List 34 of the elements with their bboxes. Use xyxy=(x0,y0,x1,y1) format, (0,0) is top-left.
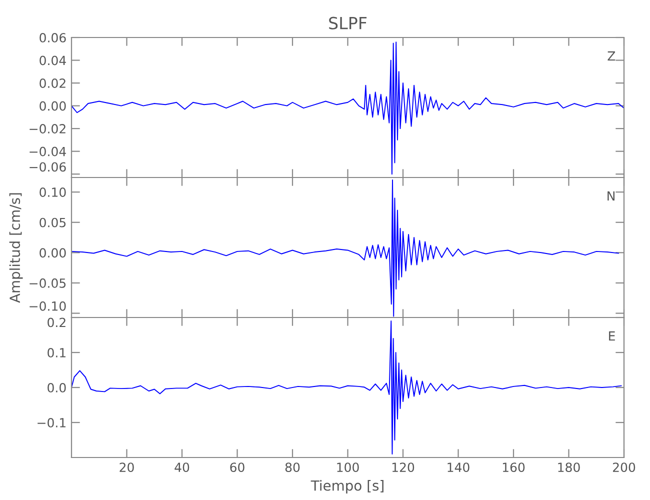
y-tick-label: 0.02 xyxy=(40,78,66,88)
annotation: E xyxy=(609,331,615,341)
x-tick-label: 120 xyxy=(392,462,414,472)
chart-title: SLPF xyxy=(329,16,367,30)
y-tick-label: −0.06 xyxy=(30,162,66,172)
y-tick-label: 0.00 xyxy=(40,248,66,258)
y-axis-title: Amplitud [cm/s] xyxy=(9,193,23,303)
y-tick-label: 0.06 xyxy=(40,32,66,42)
y-tick-label: 0.04 xyxy=(40,56,66,66)
y-tick-label: −0.02 xyxy=(30,124,66,134)
x-tick-label: 100 xyxy=(337,462,359,472)
y-tick-label: −0.10 xyxy=(30,301,66,311)
x-tick-label: 200 xyxy=(612,462,636,472)
x-tick-label: 60 xyxy=(230,462,244,472)
x-tick-label: 160 xyxy=(502,462,525,472)
y-tick-label: 0.10 xyxy=(40,188,66,197)
y-tick-label: 0.2 xyxy=(48,318,66,328)
y-tick-label: 0.1 xyxy=(48,348,66,358)
y-tick-label: 0.00 xyxy=(40,101,66,111)
x-axis-title: Tiempo [s] xyxy=(310,480,384,494)
line-series xyxy=(72,179,619,317)
x-tick-label: 180 xyxy=(558,462,580,472)
y-tick-label: 0.0 xyxy=(48,382,66,392)
y-tick-label: 0.05 xyxy=(40,218,66,228)
annotation: Z xyxy=(608,51,616,61)
line-series xyxy=(72,42,624,175)
x-tick-label: 140 xyxy=(448,462,470,472)
y-tick-label: −0.05 xyxy=(30,278,66,288)
y-tick-label: −0.04 xyxy=(30,146,66,156)
x-tick-label: 40 xyxy=(174,462,190,472)
annotation: N xyxy=(608,191,614,201)
x-tick-label: 80 xyxy=(285,462,300,472)
x-tick-label: 20 xyxy=(120,462,134,472)
y-tick-label: −0.1 xyxy=(38,418,66,428)
